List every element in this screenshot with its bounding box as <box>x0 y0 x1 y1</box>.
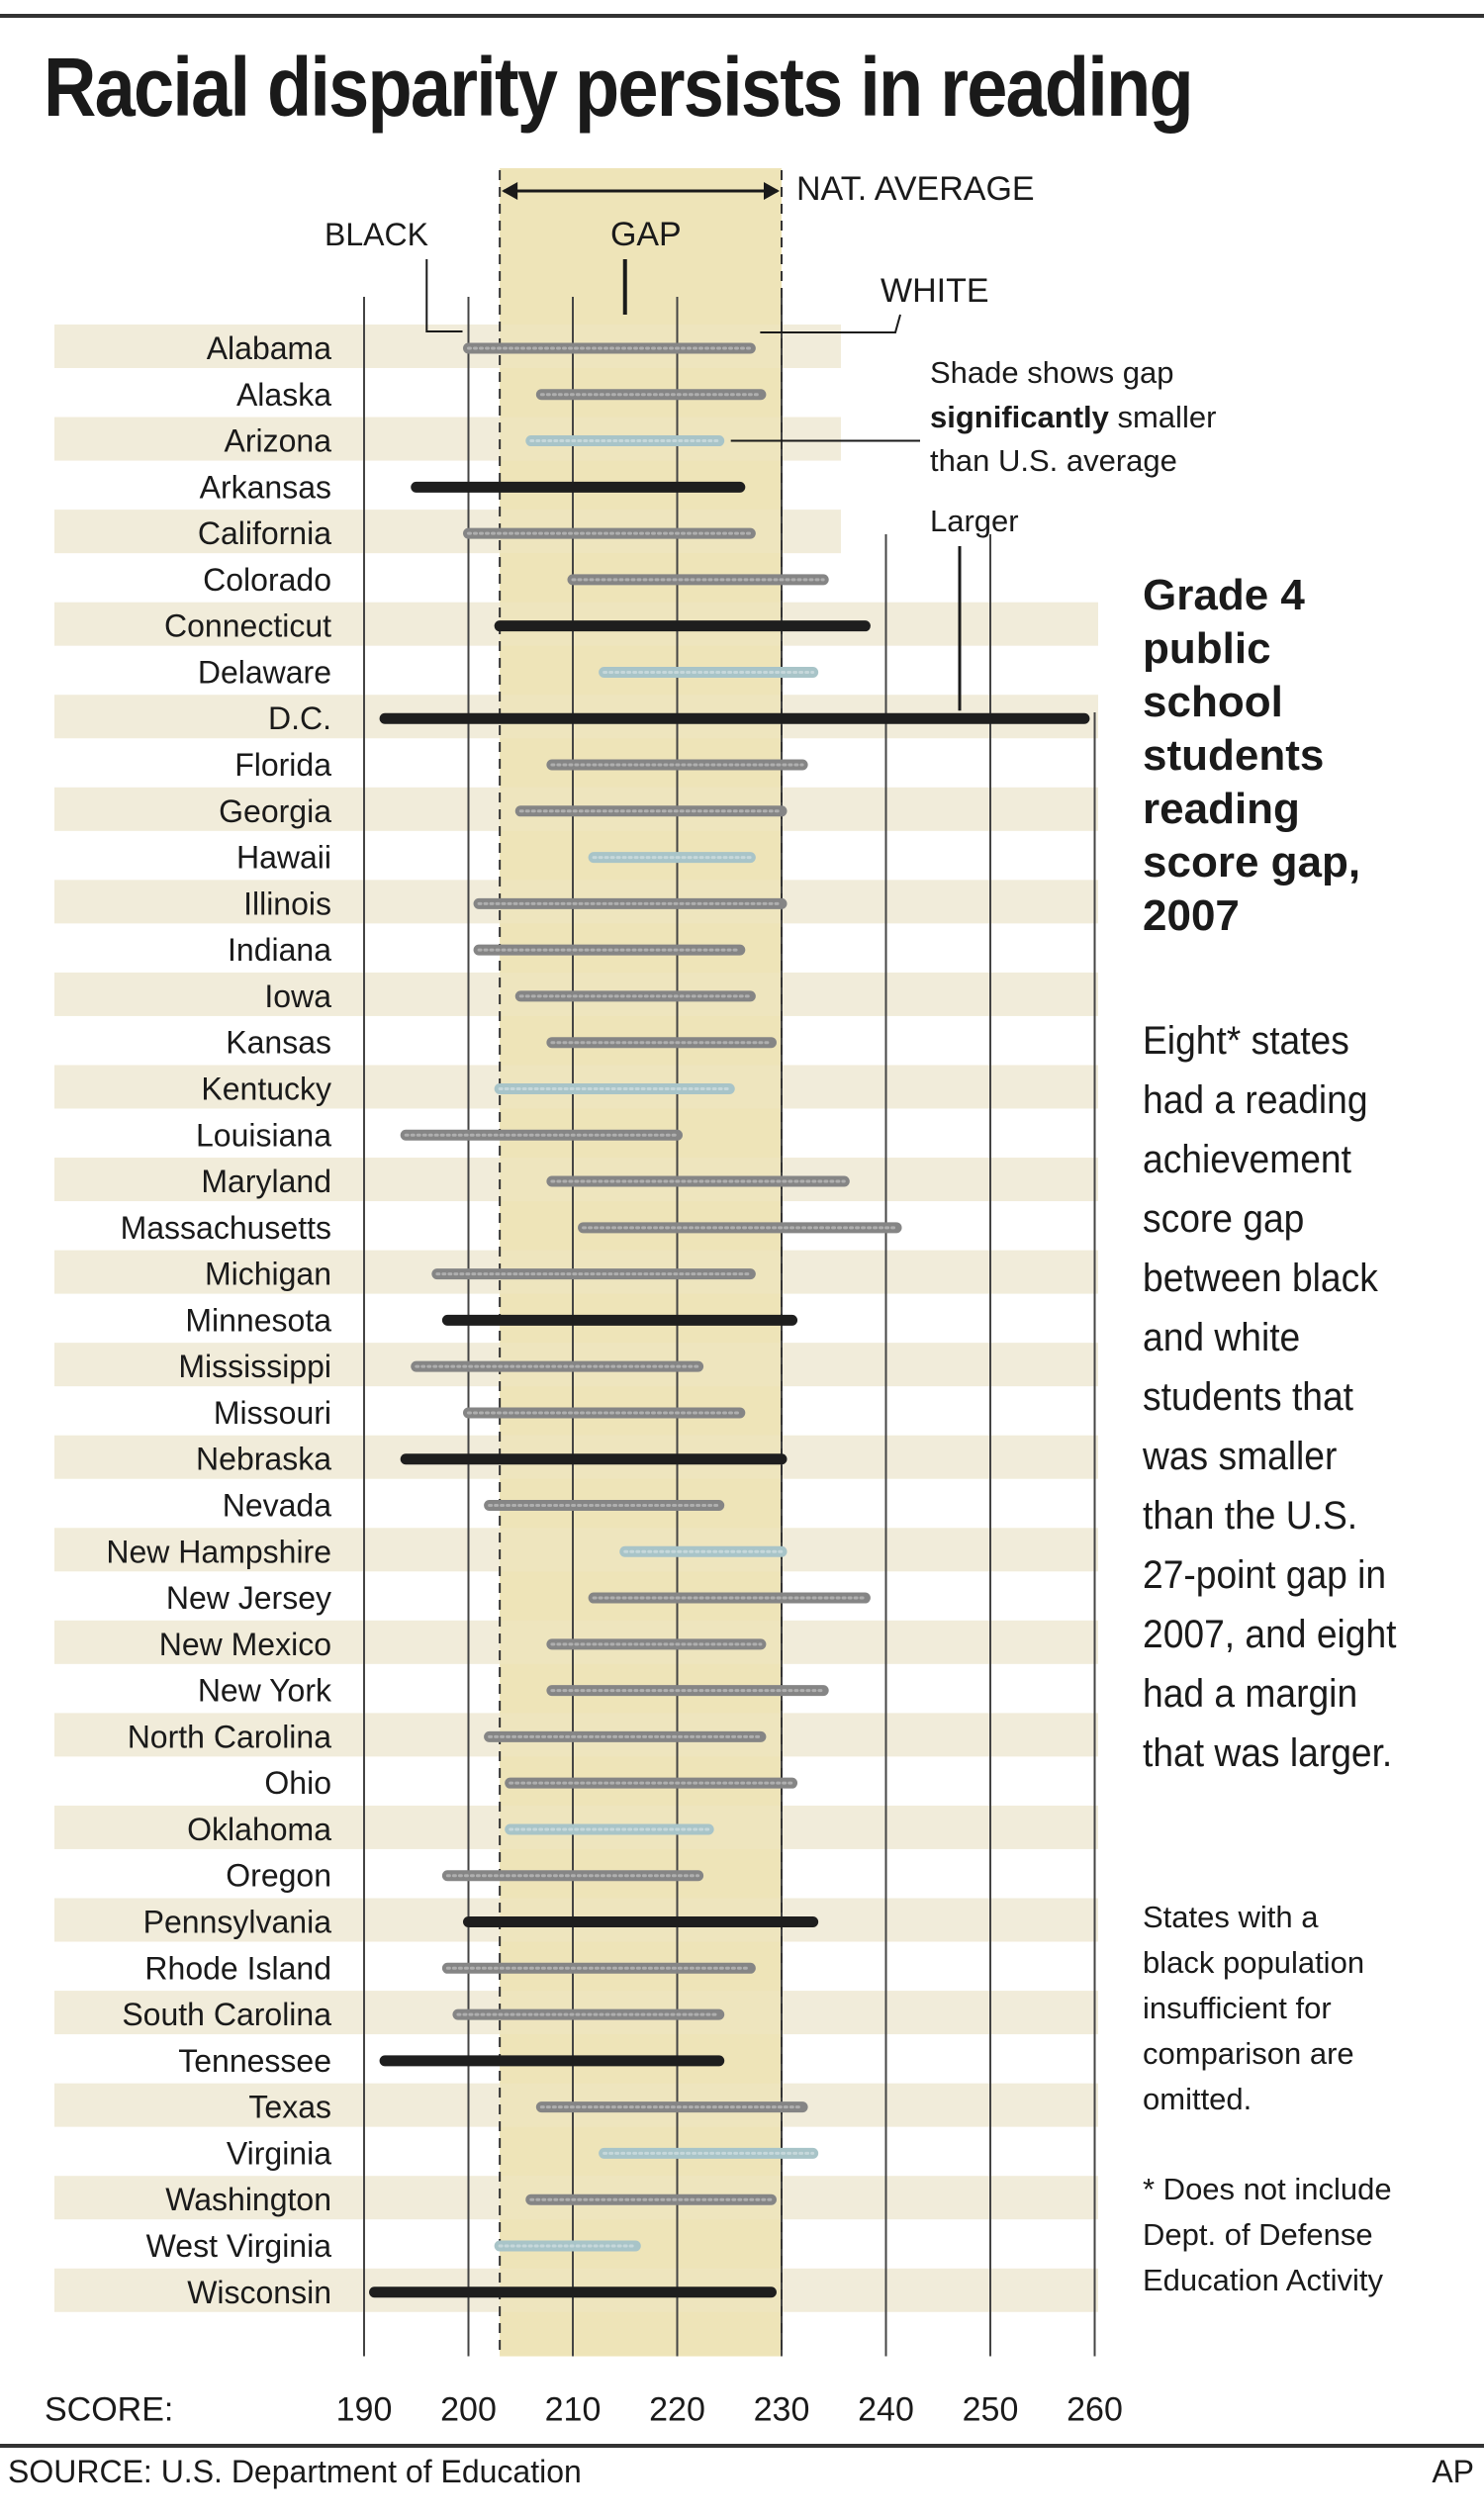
bottom-rule <box>0 2444 1484 2448</box>
state-label: Michigan <box>205 1257 331 1292</box>
state-label: New York <box>198 1673 332 1709</box>
state-label: Illinois <box>243 886 331 921</box>
state-label: Pennsylvania <box>143 1905 332 1940</box>
nat-average-label: NAT. AVERAGE <box>796 170 1035 208</box>
state-label: Indiana <box>228 932 331 968</box>
state-label: Connecticut <box>164 608 331 644</box>
side-footnote: * Does not include Dept. of Defense Educ… <box>1143 2172 1392 2297</box>
x-tick-label: 240 <box>858 2391 914 2429</box>
state-label: New Hampshire <box>106 1534 331 1569</box>
state-label: Georgia <box>219 793 331 829</box>
state-label: Florida <box>234 747 331 783</box>
side-title: Grade 4 public school students reading s… <box>1143 571 1361 940</box>
state-label: Washington <box>165 2182 331 2217</box>
x-tick-label: 260 <box>1067 2391 1123 2429</box>
credit-line: AP <box>1432 2454 1474 2489</box>
state-label: Nevada <box>223 1488 332 1524</box>
top-rule <box>0 14 1484 18</box>
state-label: Colorado <box>203 562 331 598</box>
state-label: Oklahoma <box>187 1812 331 1847</box>
state-label: Kentucky <box>201 1071 331 1106</box>
smaller-note-bold: significantly <box>930 400 1110 434</box>
arrow-left-head <box>502 182 518 200</box>
state-label: Virginia <box>227 2135 331 2171</box>
chart-title: Racial disparity persists in reading <box>44 41 1194 134</box>
state-label: Massachusetts <box>121 1210 331 1246</box>
x-tick-label: 230 <box>754 2391 810 2429</box>
state-label: California <box>198 515 331 551</box>
white-pointer <box>760 314 901 333</box>
state-label: New Mexico <box>159 1627 331 1662</box>
state-label: Nebraska <box>196 1442 331 1477</box>
state-label: Wisconsin <box>187 2275 331 2310</box>
smaller-note-line2: significantly smaller <box>930 400 1216 434</box>
state-label: D.C. <box>268 700 331 736</box>
x-tick-label: 210 <box>545 2391 602 2429</box>
state-label: Oregon <box>226 1858 331 1894</box>
white-label: WHITE <box>881 272 989 310</box>
gap-label: GAP <box>610 216 682 253</box>
state-label: South Carolina <box>122 1997 331 2032</box>
state-label: Arkansas <box>200 469 331 505</box>
state-label: Maryland <box>201 1164 331 1199</box>
x-tick-label: 220 <box>649 2391 705 2429</box>
x-tick-label: 200 <box>440 2391 497 2429</box>
x-axis-label: SCORE: <box>45 2391 173 2429</box>
state-label: Alabama <box>207 330 332 366</box>
state-label: Louisiana <box>196 1117 331 1153</box>
state-label: Alaska <box>236 377 331 413</box>
black-label: BLACK <box>325 217 428 252</box>
state-label: Minnesota <box>185 1302 331 1338</box>
state-label: West Virginia <box>146 2228 332 2264</box>
national-gap-band-overlay <box>500 168 782 2357</box>
state-label: Iowa <box>264 979 331 1014</box>
x-tick-label: 190 <box>336 2391 393 2429</box>
state-label: Rhode Island <box>144 1950 331 1986</box>
side-description: Eight* states had a reading achievement … <box>1143 1019 1397 1775</box>
state-label: Texas <box>248 2090 331 2125</box>
state-label: Arizona <box>225 423 332 459</box>
smaller-note-rest: smaller <box>1109 400 1217 434</box>
x-tick-label: 250 <box>963 2391 1019 2429</box>
state-label: Kansas <box>226 1025 331 1061</box>
arrow-right-head <box>764 182 780 200</box>
state-label: Missouri <box>214 1395 331 1431</box>
state-label: Hawaii <box>236 840 331 876</box>
state-label: Ohio <box>264 1765 331 1801</box>
state-label: New Jersey <box>166 1580 331 1616</box>
state-label: North Carolina <box>128 1719 332 1754</box>
smaller-note-line1: Shade shows gap <box>930 355 1173 390</box>
black-pointer <box>425 259 463 332</box>
state-label: Delaware <box>198 654 331 690</box>
side-note: States with a black population insuffici… <box>1143 1900 1365 2116</box>
chart-canvas: Alabama Alaska Arizona Arkansas California Co… <box>45 168 1216 2429</box>
smaller-note-line3: than U.S. average <box>930 443 1177 478</box>
state-label: Mississippi <box>178 1349 331 1384</box>
state-label: Tennessee <box>178 2043 331 2079</box>
larger-note: Larger <box>930 504 1019 538</box>
source-line: SOURCE: U.S. Department of Education <box>8 2454 582 2489</box>
